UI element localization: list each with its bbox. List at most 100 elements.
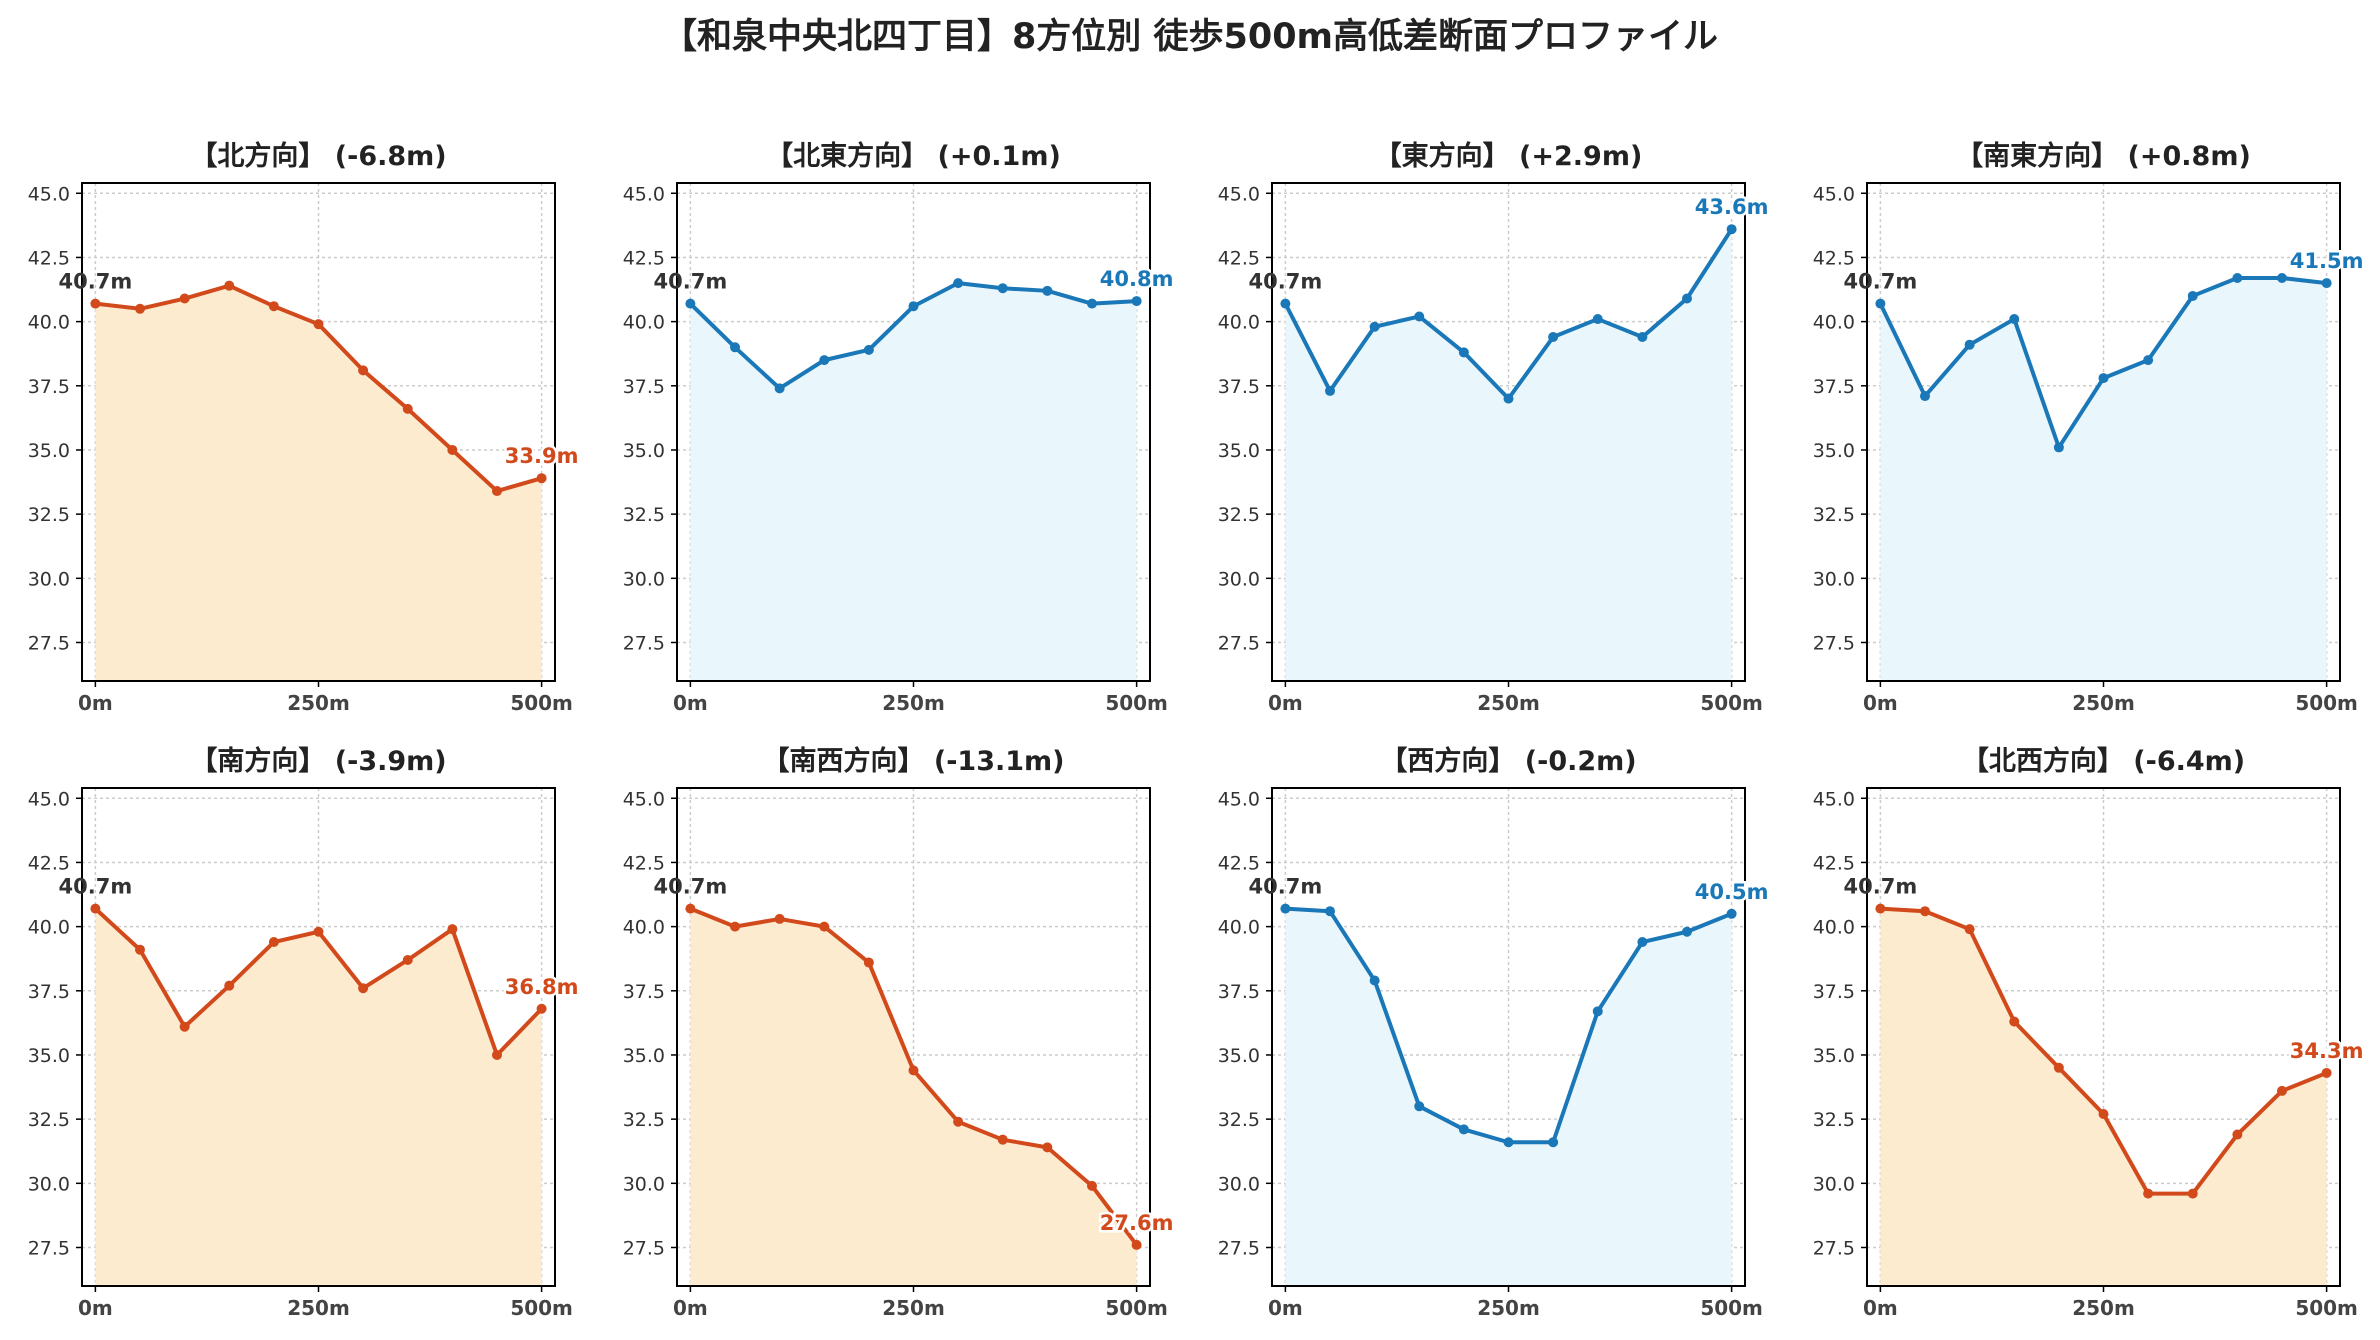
- panel-title: 【南方向】 (-3.9m): [190, 745, 446, 777]
- data-point: [2276, 272, 2287, 283]
- data-point: [1131, 296, 1142, 307]
- y-tick-label: 32.5: [1813, 504, 1855, 526]
- area-fill: [95, 285, 542, 681]
- start-value-label: 40.7m: [59, 875, 133, 899]
- data-point: [1637, 937, 1648, 948]
- y-tick-label: 30.0: [1218, 1173, 1260, 1195]
- data-point: [1280, 903, 1291, 914]
- y-tick-label: 32.5: [623, 504, 665, 526]
- data-point: [447, 924, 458, 935]
- y-tick-label: 42.5: [623, 852, 665, 874]
- panel-7: 【西方向】 (-0.2m) 27.5 30.0 32.5 35.0 37.5 40.0 42.…: [1218, 745, 1771, 1320]
- y-tick-label: 42.5: [623, 247, 665, 269]
- data-point: [819, 355, 830, 366]
- y-tick-label: 30.0: [1218, 568, 1260, 590]
- x-tick-label: 250m: [1477, 1296, 1540, 1320]
- data-point: [1548, 1137, 1559, 1148]
- y-tick-label: 40.0: [1218, 312, 1260, 334]
- y-tick-label: 45.0: [623, 788, 665, 810]
- y-tick-label: 37.5: [1813, 376, 1855, 398]
- data-point: [1726, 224, 1737, 235]
- x-tick-label: 0m: [1863, 1296, 1898, 1320]
- data-point: [2143, 355, 2154, 366]
- start-value-label: 40.7m: [1844, 270, 1918, 294]
- y-tick-label: 42.5: [28, 247, 70, 269]
- data-point: [1325, 385, 1336, 396]
- data-point: [2232, 272, 2243, 283]
- data-point: [774, 913, 785, 924]
- area-fill: [1880, 277, 2327, 681]
- data-point: [2187, 1188, 2198, 1199]
- data-point: [2098, 1109, 2109, 1120]
- data-point: [1592, 1006, 1603, 1017]
- y-tick-label: 37.5: [1218, 981, 1260, 1003]
- data-point: [313, 926, 324, 937]
- y-tick-label: 45.0: [1218, 788, 1260, 810]
- data-point: [1458, 347, 1469, 358]
- data-point: [1875, 298, 1886, 309]
- end-value-label: 43.6m: [1695, 195, 1769, 219]
- data-point: [1920, 906, 1931, 917]
- x-tick-label: 0m: [78, 691, 113, 715]
- y-tick-label: 35.0: [1813, 440, 1855, 462]
- data-point: [1086, 298, 1097, 309]
- end-value-label: 40.8m: [1100, 267, 1174, 291]
- y-tick-label: 45.0: [623, 183, 665, 205]
- data-point: [1280, 298, 1291, 309]
- panel-4: 【南東方向】 (+0.8m) 27.5 30.0 32.5 35.0 37.5 40.0 42…: [1813, 140, 2366, 715]
- start-value-label: 40.7m: [654, 270, 728, 294]
- y-tick-label: 37.5: [28, 981, 70, 1003]
- panel-5: 【南方向】 (-3.9m) 27.5 30.0 32.5 35.0 37.5 40.0 42.…: [28, 745, 581, 1320]
- panel-2: 【北東方向】 (+0.1m) 27.5 30.0 32.5 35.0 37.5 40.0 42…: [623, 140, 1176, 715]
- y-tick-label: 27.5: [28, 632, 70, 654]
- start-value-label: 40.7m: [1249, 875, 1323, 899]
- x-tick-label: 0m: [673, 691, 708, 715]
- y-tick-label: 40.0: [1813, 917, 1855, 939]
- data-point: [1875, 903, 1886, 914]
- y-tick-label: 35.0: [623, 440, 665, 462]
- y-tick-label: 27.5: [1813, 632, 1855, 654]
- x-tick-label: 250m: [287, 1296, 350, 1320]
- y-tick-label: 30.0: [623, 568, 665, 590]
- y-tick-label: 40.0: [1813, 312, 1855, 334]
- y-tick-label: 42.5: [1218, 852, 1260, 874]
- y-tick-label: 32.5: [1813, 1109, 1855, 1131]
- y-tick-label: 42.5: [28, 852, 70, 874]
- end-value-label: 33.9m: [505, 444, 579, 468]
- data-point: [1681, 926, 1692, 937]
- data-point: [908, 301, 919, 312]
- data-point: [224, 980, 235, 991]
- data-point: [1414, 1101, 1425, 1112]
- figure-title: 【和泉中央北四丁目】8方位別 徒歩500m高低差断面プロファイル: [661, 17, 1719, 57]
- y-tick-label: 37.5: [1813, 981, 1855, 1003]
- panel-title: 【北西方向】 (-6.4m): [1962, 745, 2245, 777]
- area-fill: [1880, 908, 2327, 1286]
- start-value-label: 40.7m: [1844, 875, 1918, 899]
- data-point: [1726, 908, 1737, 919]
- data-point: [358, 983, 369, 994]
- data-point: [774, 383, 785, 394]
- data-point: [1369, 321, 1380, 332]
- data-point: [179, 1021, 190, 1032]
- y-tick-label: 27.5: [1218, 632, 1260, 654]
- data-point: [2053, 442, 2064, 453]
- data-point: [685, 903, 696, 914]
- x-tick-label: 500m: [510, 691, 573, 715]
- data-point: [2098, 373, 2109, 384]
- data-point: [90, 298, 101, 309]
- x-tick-label: 0m: [673, 1296, 708, 1320]
- data-point: [1369, 975, 1380, 986]
- x-tick-label: 0m: [78, 1296, 113, 1320]
- data-point: [2009, 314, 2020, 325]
- data-point: [224, 280, 235, 291]
- y-tick-label: 30.0: [28, 568, 70, 590]
- y-tick-label: 30.0: [623, 1173, 665, 1195]
- end-value-label: 27.6m: [1100, 1211, 1174, 1235]
- data-point: [1548, 332, 1559, 343]
- y-tick-label: 27.5: [623, 632, 665, 654]
- data-point: [1086, 1180, 1097, 1191]
- data-point: [536, 473, 547, 484]
- data-point: [908, 1065, 919, 1076]
- y-tick-label: 40.0: [623, 917, 665, 939]
- panel-title: 【東方向】 (+2.9m): [1375, 140, 1643, 172]
